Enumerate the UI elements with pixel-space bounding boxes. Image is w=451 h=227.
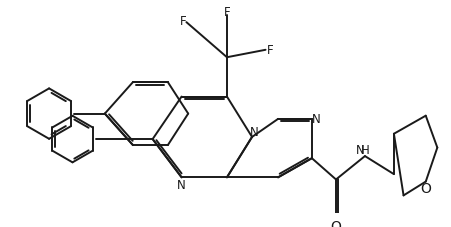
Text: N: N [355, 144, 364, 157]
Text: O: O [419, 181, 430, 195]
Text: O: O [330, 219, 341, 227]
Text: F: F [266, 44, 272, 57]
Text: F: F [179, 15, 186, 28]
Text: N: N [249, 125, 258, 138]
Text: H: H [360, 144, 368, 157]
Text: F: F [223, 6, 230, 19]
Text: N: N [176, 178, 185, 191]
Text: N: N [312, 113, 320, 126]
